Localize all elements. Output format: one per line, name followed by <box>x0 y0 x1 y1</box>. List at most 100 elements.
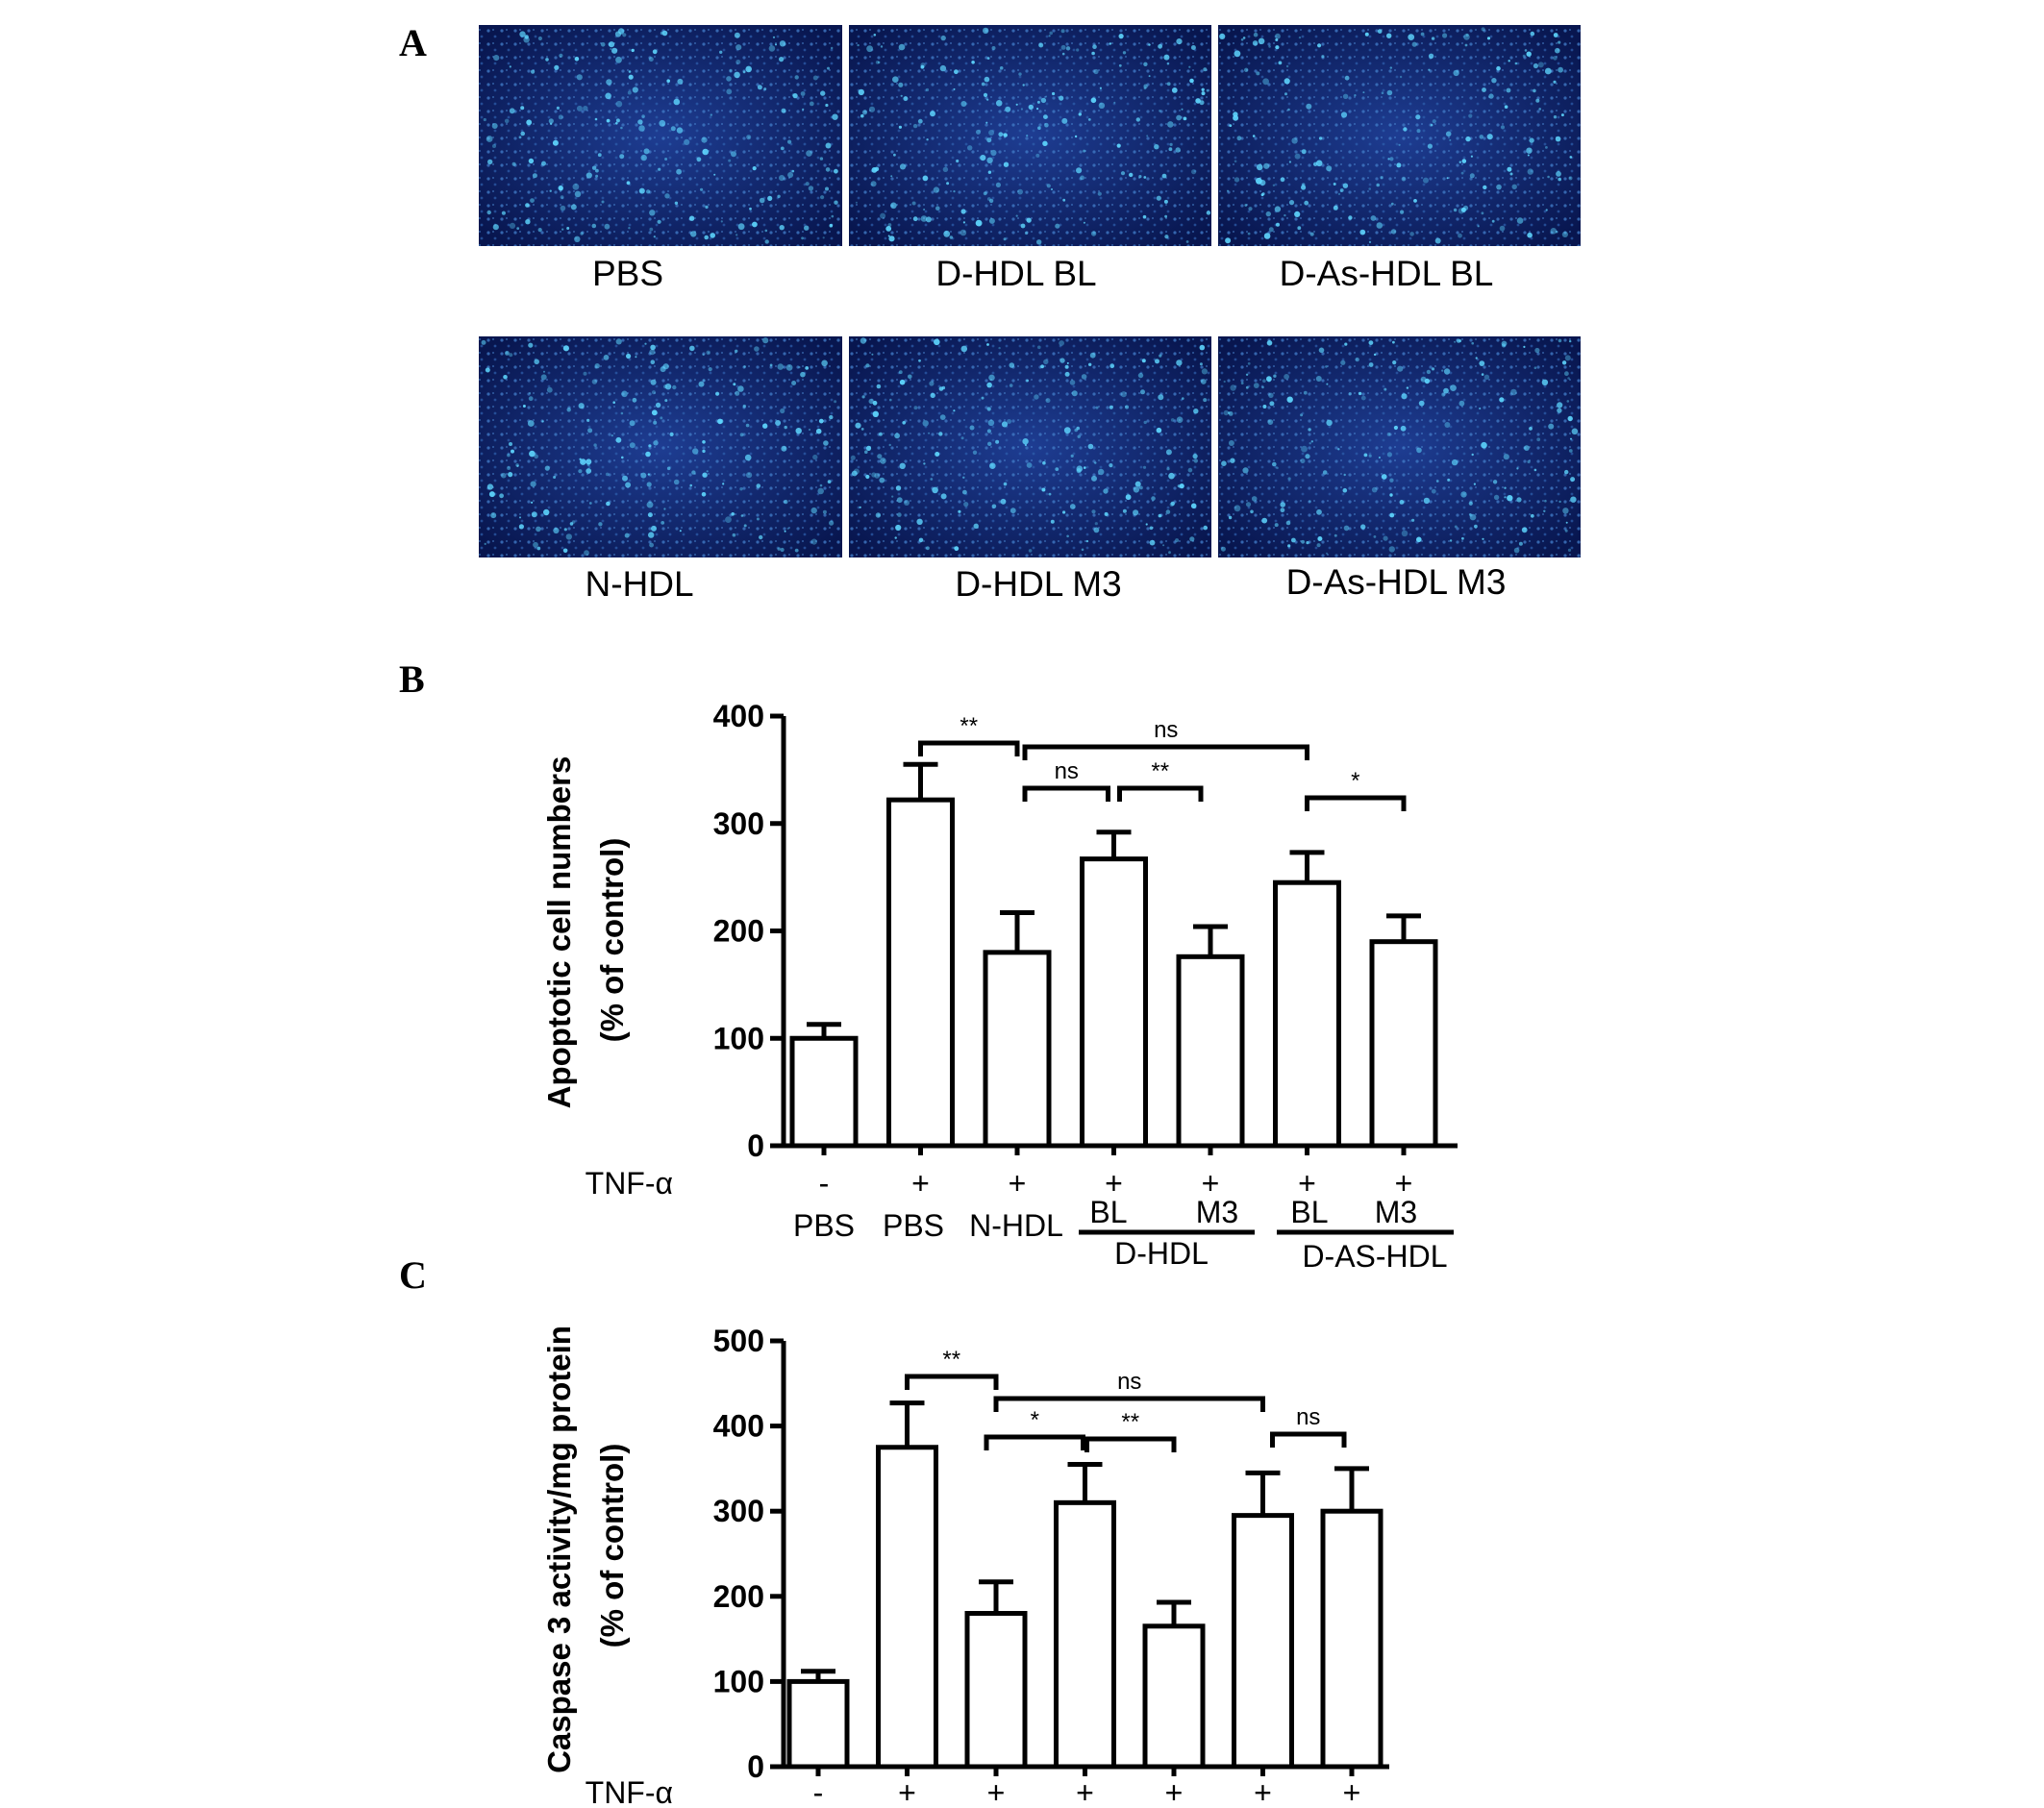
cell-nucleus <box>1139 485 1143 490</box>
cell-nucleus <box>1009 384 1013 387</box>
cell-nucleus <box>1181 108 1184 111</box>
cell-nucleus <box>1321 55 1325 59</box>
cell-nucleus <box>1287 108 1290 111</box>
cell-nucleus <box>923 462 926 465</box>
cell-nucleus <box>1304 200 1309 206</box>
cell-nucleus <box>984 76 990 83</box>
cell-nucleus <box>1526 51 1532 57</box>
cell-nucleus <box>1189 78 1194 84</box>
cell-nucleus <box>481 339 486 345</box>
cell-nucleus <box>1158 513 1162 518</box>
cell-nucleus <box>908 374 912 380</box>
cell-nucleus <box>880 45 884 48</box>
cell-nucleus <box>1288 200 1295 206</box>
cell-nucleus <box>1569 339 1572 343</box>
cell-nucleus <box>1555 47 1560 54</box>
cell-nucleus <box>1250 509 1254 514</box>
cell-nucleus <box>825 186 829 191</box>
category-label: M3 <box>1196 1195 1238 1229</box>
cell-nucleus <box>1558 338 1562 343</box>
y-axis-label-b: Apoptotic cell numbers <box>541 756 577 1109</box>
cell-nucleus <box>1398 143 1401 146</box>
cell-nucleus <box>829 223 834 228</box>
micrograph-d-hdl-bl <box>849 25 1211 246</box>
cell-nucleus <box>1339 188 1344 192</box>
cell-nucleus <box>593 443 597 447</box>
cell-nucleus <box>743 365 746 368</box>
cell-nucleus <box>631 48 635 53</box>
cell-nucleus <box>918 537 924 543</box>
cell-nucleus <box>1076 468 1082 474</box>
cell-nucleus <box>1109 363 1115 369</box>
cell-nucleus <box>576 74 583 81</box>
cell-nucleus <box>1044 122 1049 128</box>
cell-nucleus <box>628 227 631 230</box>
cell-nucleus <box>501 472 507 479</box>
cell-nucleus <box>1187 467 1193 473</box>
cell-nucleus <box>1386 33 1392 38</box>
cell-nucleus <box>583 371 587 376</box>
cell-nucleus <box>1479 407 1482 410</box>
cell-nucleus <box>780 146 785 151</box>
cell-nucleus <box>938 432 943 436</box>
cell-nucleus <box>987 170 992 174</box>
cell-nucleus <box>1436 480 1439 483</box>
cell-nucleus <box>744 454 752 461</box>
cell-nucleus <box>1481 373 1484 376</box>
cell-nucleus <box>543 370 545 373</box>
cell-nucleus <box>749 207 752 211</box>
cell-nucleus <box>1443 387 1449 394</box>
cell-nucleus <box>650 359 656 365</box>
cell-nucleus <box>791 93 795 97</box>
cell-nucleus <box>735 234 738 236</box>
cell-nucleus <box>690 231 697 237</box>
cell-nucleus <box>1176 114 1182 121</box>
cell-nucleus <box>1553 56 1558 61</box>
cell-nucleus <box>1081 548 1084 552</box>
tnf-sign: + <box>898 1775 916 1808</box>
cell-nucleus <box>1571 428 1579 435</box>
cell-nucleus <box>657 219 661 224</box>
cell-nucleus <box>519 516 521 519</box>
cell-nucleus <box>1383 387 1387 391</box>
cell-nucleus <box>1354 94 1357 97</box>
cell-nucleus <box>930 478 934 481</box>
cell-nucleus <box>704 235 709 240</box>
cell-nucleus <box>1003 237 1007 241</box>
cell-nucleus <box>1166 82 1171 87</box>
cell-nucleus <box>1166 467 1170 471</box>
cell-nucleus <box>1399 500 1405 505</box>
cell-nucleus <box>1080 175 1084 181</box>
cell-nucleus <box>1488 93 1494 99</box>
cell-nucleus <box>1265 211 1272 217</box>
cell-nucleus <box>1387 158 1390 161</box>
cell-nucleus <box>1059 95 1064 101</box>
cell-nucleus <box>653 420 658 425</box>
cell-nucleus <box>611 47 618 54</box>
cell-nucleus <box>1098 102 1106 110</box>
cell-nucleus <box>988 374 995 382</box>
cell-nucleus <box>821 359 828 367</box>
cell-nucleus <box>1087 118 1091 121</box>
cell-nucleus <box>868 106 876 112</box>
cell-nucleus <box>689 345 695 352</box>
cell-nucleus <box>1386 452 1392 458</box>
cell-nucleus <box>1234 505 1241 512</box>
cell-nucleus <box>1317 43 1322 48</box>
bar <box>1054 1499 1116 1770</box>
cell-nucleus <box>800 371 806 378</box>
cell-nucleus <box>820 90 826 96</box>
cell-nucleus <box>938 386 944 391</box>
cell-nucleus <box>1503 454 1509 460</box>
cell-nucleus <box>784 499 788 505</box>
cell-nucleus <box>1533 62 1538 69</box>
cell-nucleus <box>759 534 763 540</box>
cell-nucleus <box>1168 147 1173 152</box>
bar <box>886 797 955 1149</box>
cell-nucleus <box>1400 425 1407 432</box>
cell-nucleus <box>1389 157 1394 161</box>
bar <box>1320 1508 1383 1770</box>
cell-nucleus <box>1142 465 1147 469</box>
cell-nucleus <box>669 432 674 436</box>
cell-nucleus <box>913 406 918 410</box>
